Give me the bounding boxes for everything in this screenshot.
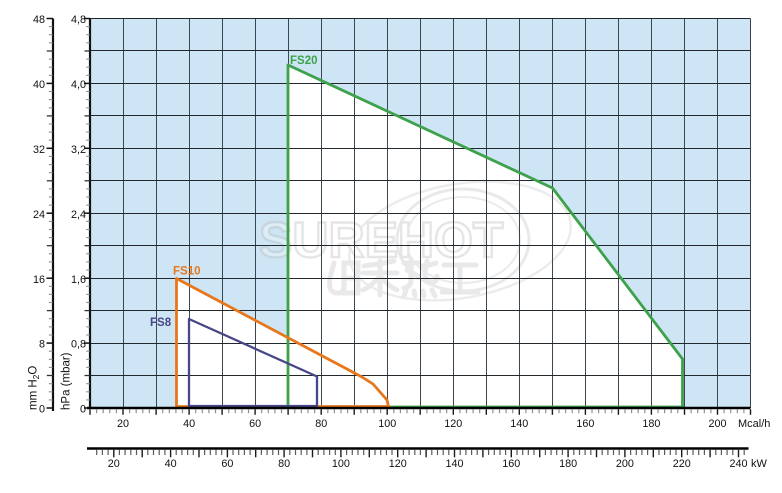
svg-text:60: 60: [249, 418, 261, 430]
svg-text:FS8: FS8: [150, 317, 172, 329]
svg-text:FS10: FS10: [173, 266, 201, 278]
svg-text:180: 180: [559, 458, 577, 470]
svg-text:0: 0: [80, 404, 86, 416]
svg-text:220: 220: [673, 458, 691, 470]
svg-text:80: 80: [278, 458, 290, 470]
svg-text:FS20: FS20: [290, 55, 318, 67]
svg-text:240: 240: [729, 458, 747, 470]
svg-text:140: 140: [510, 418, 528, 430]
svg-text:4,8: 4,8: [71, 14, 86, 26]
svg-text:SUREHOT: SUREHOT: [259, 212, 503, 268]
svg-text:40: 40: [165, 458, 177, 470]
svg-text:32: 32: [33, 144, 45, 156]
svg-text:0: 0: [39, 404, 45, 416]
svg-text:200: 200: [708, 418, 726, 430]
svg-text:160: 160: [502, 458, 520, 470]
svg-text:2,4: 2,4: [71, 209, 86, 221]
svg-text:mm H2O: mm H2O: [28, 366, 42, 410]
svg-text:40: 40: [183, 418, 195, 430]
svg-text:80: 80: [315, 418, 327, 430]
svg-text:100: 100: [332, 458, 350, 470]
svg-text:Mcal/h: Mcal/h: [738, 418, 770, 430]
svg-text:180: 180: [642, 418, 660, 430]
svg-text:48: 48: [33, 14, 45, 26]
svg-text:20: 20: [117, 418, 129, 430]
svg-text:20: 20: [108, 458, 120, 470]
svg-text:24: 24: [33, 209, 45, 221]
svg-text:4,0: 4,0: [71, 79, 86, 91]
svg-text:0,8: 0,8: [71, 339, 86, 351]
svg-text:60: 60: [221, 458, 233, 470]
svg-text:8: 8: [39, 339, 45, 351]
svg-text:1,6: 1,6: [71, 274, 86, 286]
svg-text:100: 100: [378, 418, 396, 430]
svg-text:40: 40: [33, 79, 45, 91]
svg-text:120: 120: [389, 458, 407, 470]
svg-text:16: 16: [33, 274, 45, 286]
svg-text:3,2: 3,2: [71, 144, 86, 156]
svg-text:200: 200: [616, 458, 634, 470]
svg-text:kW: kW: [751, 458, 768, 470]
svg-text:hPa (mbar): hPa (mbar): [61, 352, 73, 410]
svg-text:160: 160: [576, 418, 594, 430]
svg-text:140: 140: [445, 458, 463, 470]
svg-text:120: 120: [444, 418, 462, 430]
